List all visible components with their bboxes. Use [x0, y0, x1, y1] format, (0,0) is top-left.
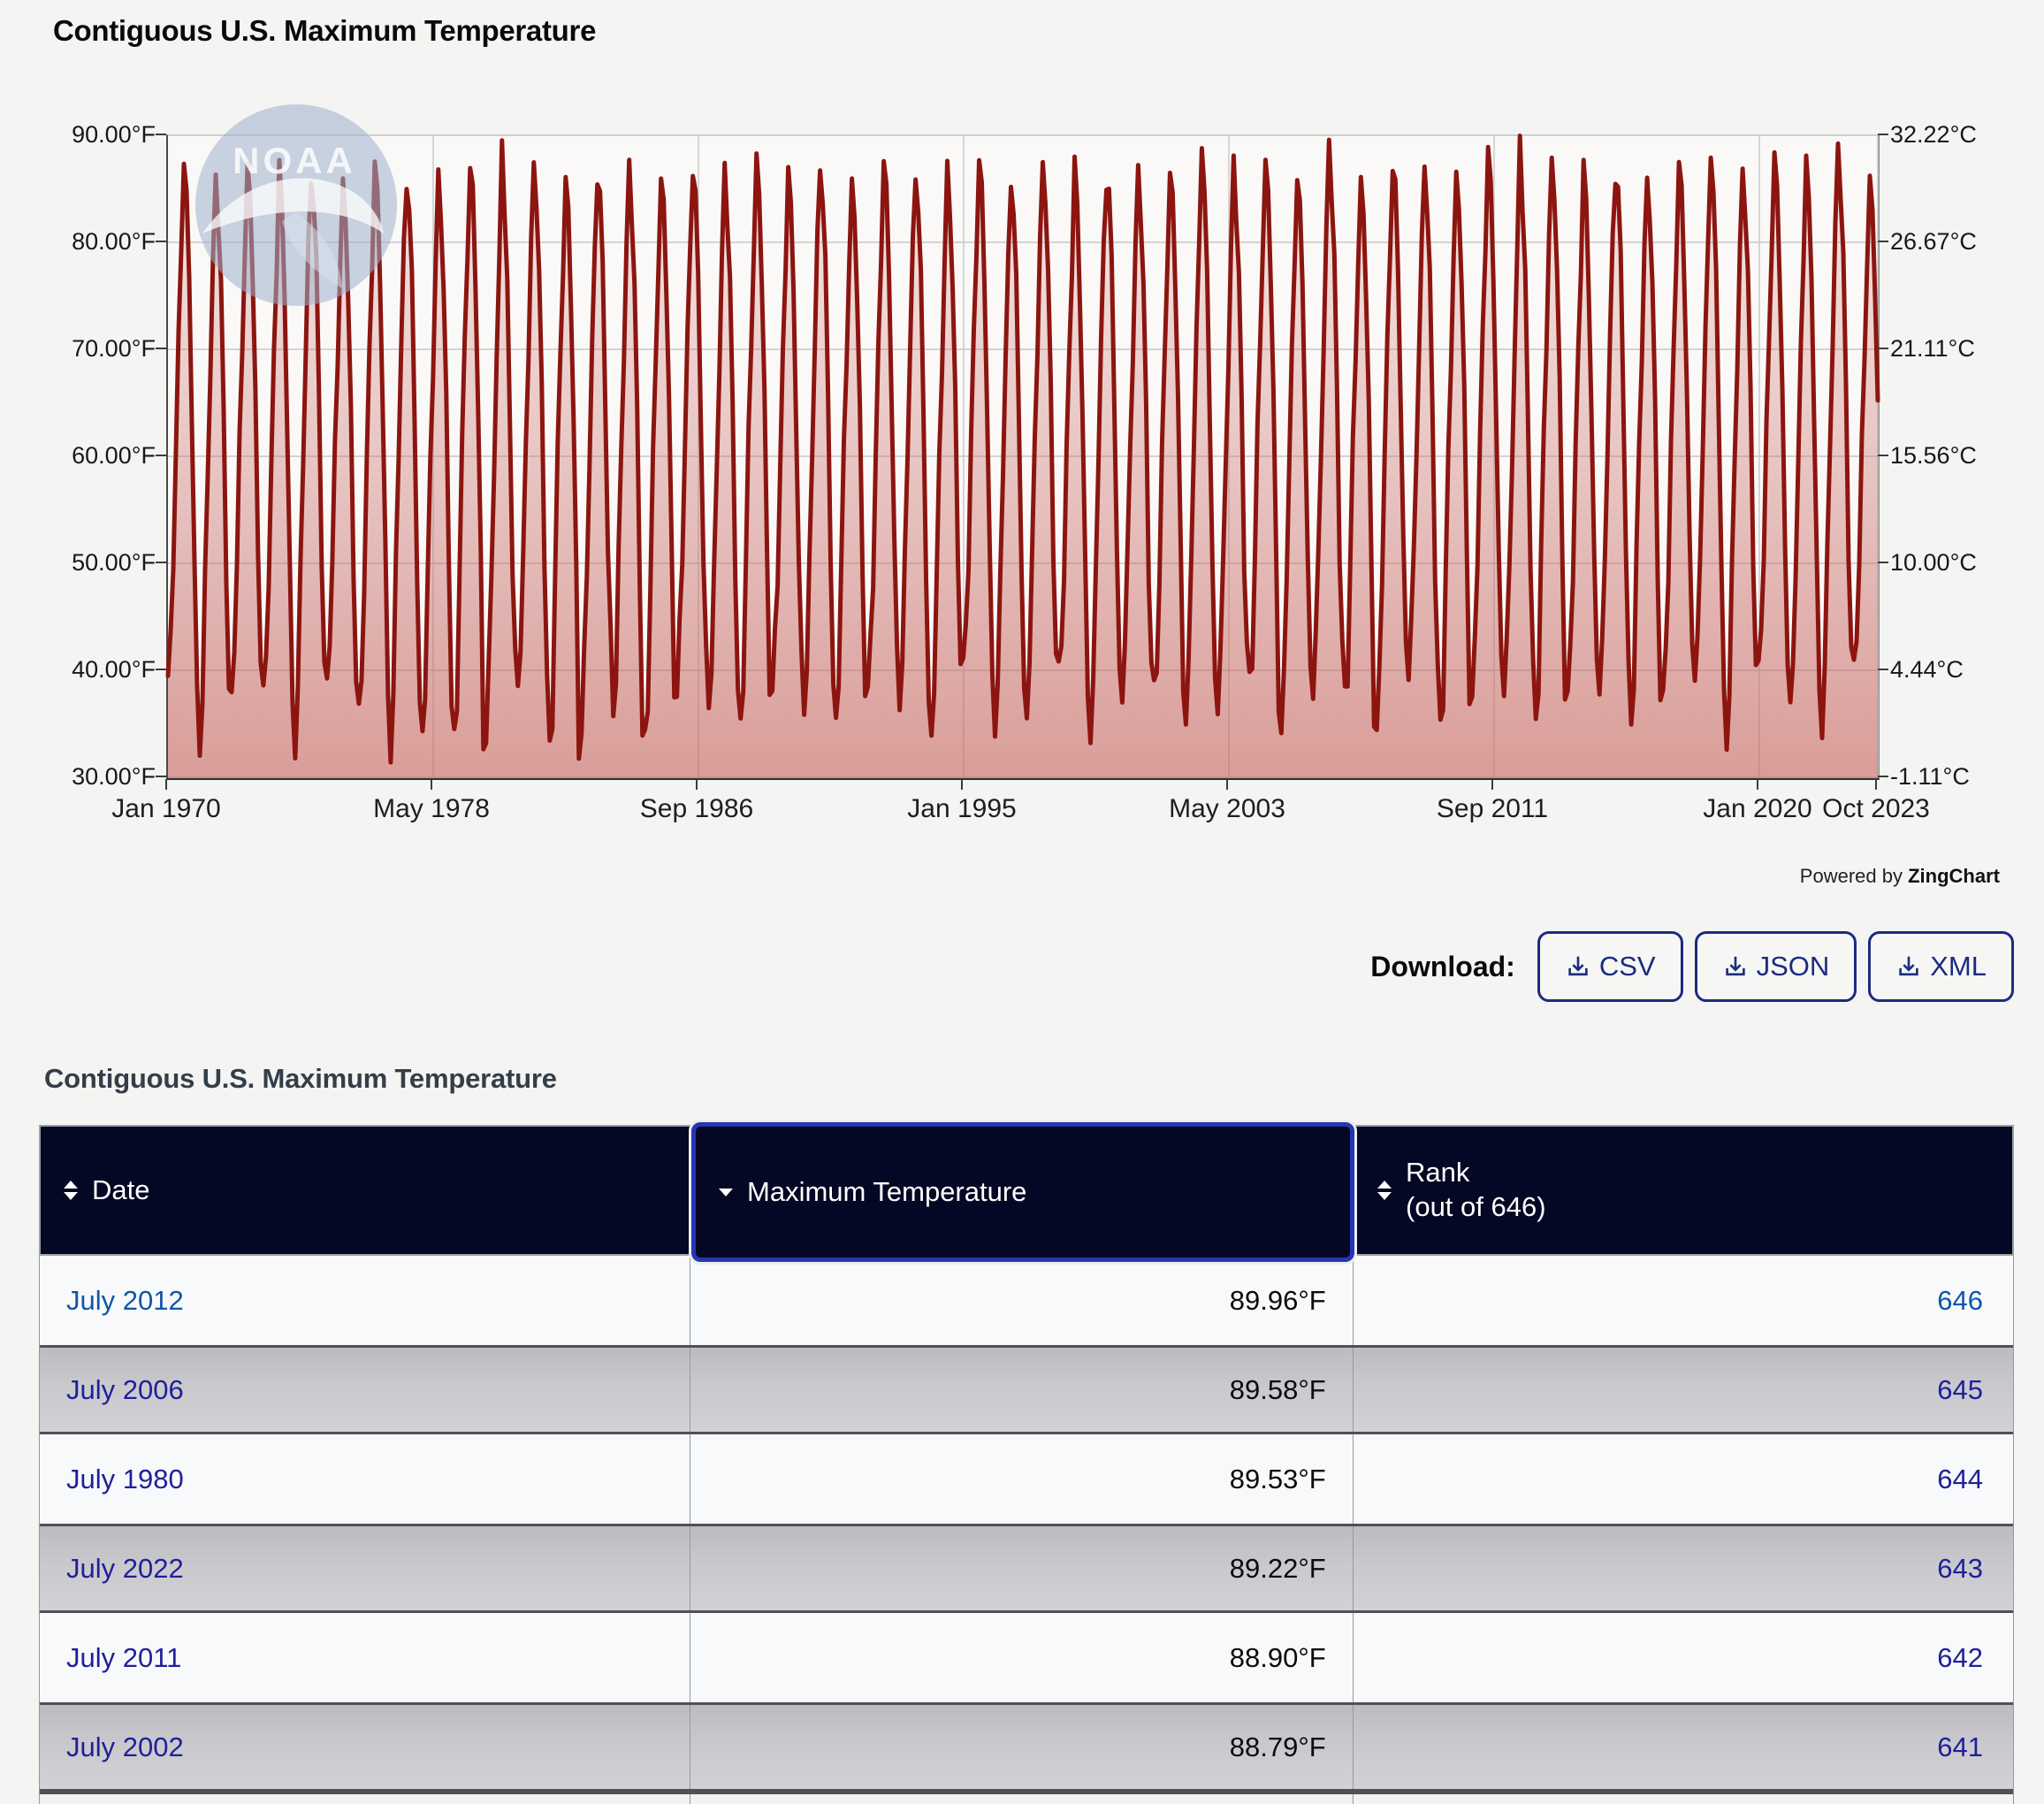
sort-icon	[1377, 1181, 1392, 1200]
column-header-date[interactable]: Date	[41, 1127, 691, 1254]
max-temperature-value: 89.58°F	[690, 1348, 1352, 1432]
column-header-max-temperature[interactable]: Maximum Temperature	[691, 1122, 1354, 1262]
y-axis-left-tick-label: 80.00°F	[23, 226, 156, 256]
y-axis-right-tickmark	[1878, 241, 1888, 242]
x-axis-tickmark	[1491, 779, 1493, 790]
download-icon	[1895, 953, 1922, 980]
y-axis-right-tickmark	[1878, 134, 1888, 135]
max-temperature-value: 89.22°F	[690, 1526, 1352, 1610]
sort-desc-icon	[719, 1189, 733, 1196]
x-axis-tick-label: Sep 1986	[599, 794, 794, 824]
x-axis-tickmark	[961, 779, 963, 790]
rank-link[interactable]: 641	[1937, 1731, 1983, 1763]
download-label: Download:	[1370, 951, 1515, 983]
chart-axes: 90.00°F 32.22°C 80.00°F 26.67°C 70.00°F 21.11…	[0, 0, 2044, 893]
rank-link[interactable]: 644	[1937, 1464, 1983, 1495]
x-axis-tick-label: Oct 2023	[1779, 794, 1973, 824]
rank-cell	[1353, 1794, 2013, 1804]
y-axis-right-tick-label: -1.11°C	[1890, 761, 1970, 791]
y-axis-left-tick-label: 40.00°F	[23, 654, 156, 684]
sort-icon	[64, 1181, 78, 1200]
download-json-label: JSON	[1757, 951, 1830, 982]
max-temperature-value: 88.90°F	[690, 1613, 1352, 1702]
date-link[interactable]: July 2012	[66, 1285, 184, 1317]
max-temperature-value: 89.53°F	[690, 1434, 1352, 1524]
date-link[interactable]: July 2006	[66, 1374, 184, 1406]
table-body: July 201289.96°F646July 200689.58°F645Ju…	[39, 1256, 2014, 1804]
y-axis-left-tick-label: 60.00°F	[23, 440, 156, 470]
table-row: July 2002 88.79°F 641	[40, 1702, 2013, 1792]
y-axis-right-tick-label: 15.56°C	[1890, 440, 1977, 470]
column-header-rank-sublabel: (out of 646)	[1406, 1190, 1546, 1225]
powered-by-label: Powered by	[1800, 865, 1903, 887]
y-axis-left-tickmark	[156, 562, 166, 563]
y-axis-right-tickmark	[1878, 776, 1888, 777]
y-axis-right-tickmark	[1878, 348, 1888, 349]
y-axis-right-tick-label: 4.44°C	[1890, 654, 1964, 684]
y-axis-right-tick-label: 32.22°C	[1890, 119, 1977, 149]
date-link[interactable]: July 2022	[66, 1553, 184, 1585]
date-link[interactable]: July 1980	[66, 1464, 184, 1495]
y-axis-right-tickmark	[1878, 455, 1888, 456]
x-axis-tick-label: May 1978	[334, 794, 529, 824]
download-row: Download: CSV JSON XML	[1370, 930, 2014, 1003]
y-axis-right-tick-label: 10.00°C	[1890, 547, 1977, 577]
table-row: July 2022 89.22°F 643	[40, 1524, 2013, 1613]
x-axis-tickmark	[1226, 779, 1228, 790]
table-title: Contiguous U.S. Maximum Temperature	[44, 1063, 557, 1095]
table-row: July 2006 89.58°F 645	[40, 1345, 2013, 1434]
zingchart-link[interactable]: ZingChart	[1908, 865, 2000, 887]
y-axis-left-tick-label: 50.00°F	[23, 547, 156, 577]
y-axis-right-tickmark	[1878, 562, 1888, 563]
table-row: July 2012 89.96°F 646	[40, 1256, 2013, 1345]
download-xml-button[interactable]: XML	[1868, 931, 2014, 1002]
x-axis-tick-label: Jan 1995	[865, 794, 1059, 824]
x-axis-tick-label: May 2003	[1130, 794, 1324, 824]
download-csv-button[interactable]: CSV	[1537, 931, 1683, 1002]
y-axis-left-tickmark	[156, 348, 166, 349]
x-axis-tick-label: Sep 2011	[1395, 794, 1590, 824]
date-link[interactable]: July 2002	[66, 1731, 184, 1763]
download-xml-label: XML	[1930, 951, 1987, 982]
download-json-button[interactable]: JSON	[1695, 931, 1857, 1002]
x-axis-tickmark	[431, 779, 432, 790]
y-axis-left-tick-label: 30.00°F	[23, 761, 156, 791]
y-axis-left-tickmark	[156, 669, 166, 670]
download-icon	[1722, 953, 1749, 980]
table-header: Date Maximum Temperature Rank (out of 64…	[39, 1125, 2014, 1256]
y-axis-left-tick-label: 90.00°F	[23, 119, 156, 149]
y-axis-left-tickmark	[156, 241, 166, 242]
y-axis-right-tick-label: 21.11°C	[1890, 333, 1975, 363]
rank-link[interactable]: 643	[1937, 1553, 1983, 1585]
download-csv-label: CSV	[1599, 951, 1656, 982]
max-temperature-value: 89.96°F	[690, 1256, 1352, 1345]
y-axis-left-tickmark	[156, 134, 166, 135]
x-axis-tick-label: Jan 1970	[69, 794, 263, 824]
x-axis-tickmark	[1875, 779, 1877, 790]
y-axis-left-tickmark	[156, 776, 166, 777]
download-icon	[1565, 953, 1591, 980]
date-link[interactable]: July 2011	[66, 1642, 181, 1674]
y-axis-right-tickmark	[1878, 669, 1888, 670]
powered-by: Powered by ZingChart	[1800, 865, 2000, 888]
table-row: July 2011 88.90°F 642	[40, 1613, 2013, 1702]
x-axis-tickmark	[165, 779, 167, 790]
temp-cell	[690, 1794, 1352, 1804]
rank-link[interactable]: 645	[1937, 1374, 1983, 1406]
y-axis-left-tick-label: 70.00°F	[23, 333, 156, 363]
column-header-date-label: Date	[92, 1173, 149, 1208]
rank-link[interactable]: 646	[1937, 1285, 1983, 1317]
column-header-max-temperature-label: Maximum Temperature	[747, 1175, 1026, 1210]
y-axis-right-tick-label: 26.67°C	[1890, 226, 1977, 256]
column-header-rank-label: Rank	[1406, 1156, 1546, 1190]
date-cell	[40, 1794, 690, 1804]
x-axis-tickmark	[696, 779, 698, 790]
x-axis-tickmark	[1757, 779, 1758, 790]
column-header-rank[interactable]: Rank (out of 646)	[1354, 1127, 2016, 1254]
max-temperature-value: 88.79°F	[690, 1705, 1352, 1789]
rank-link[interactable]: 642	[1937, 1642, 1983, 1674]
y-axis-left-tickmark	[156, 455, 166, 456]
table-row: July 1980 89.53°F 644	[40, 1434, 2013, 1524]
